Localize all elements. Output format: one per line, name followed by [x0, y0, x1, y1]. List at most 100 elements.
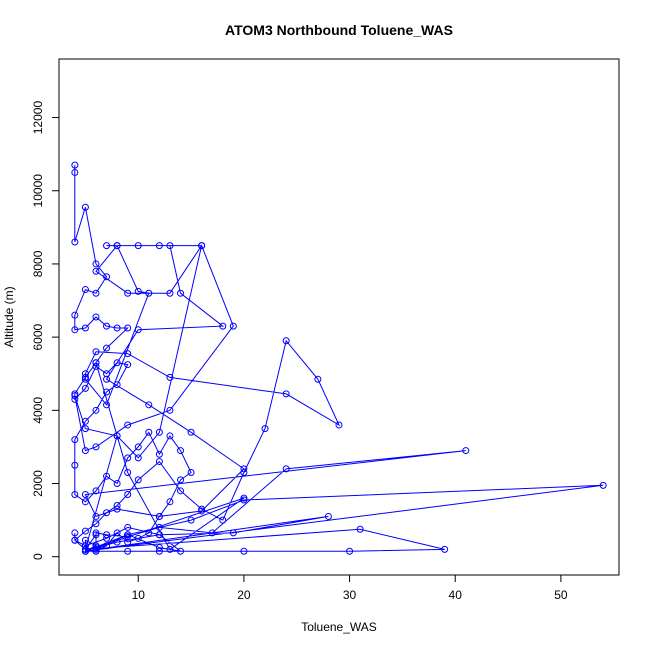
data-point	[92, 520, 100, 528]
data-point	[103, 401, 111, 409]
data-point	[92, 544, 100, 552]
data-point	[92, 359, 100, 367]
data-point	[177, 487, 185, 495]
data-point	[240, 469, 248, 477]
data-point	[166, 289, 174, 297]
data-point	[240, 496, 248, 504]
data-point	[113, 505, 121, 513]
data-point	[113, 324, 121, 332]
data-point	[240, 547, 248, 555]
data-point	[155, 523, 163, 531]
x-tick-label: 30	[343, 588, 357, 602]
data-point	[155, 242, 163, 250]
data-point	[81, 417, 89, 425]
data-point	[124, 523, 132, 531]
data-point	[155, 458, 163, 466]
data-point	[103, 531, 111, 539]
x-tick-label: 50	[554, 588, 568, 602]
data-point	[103, 542, 111, 550]
data-point	[177, 289, 185, 297]
data-point	[282, 465, 290, 473]
data-point	[124, 531, 132, 539]
data-point	[113, 538, 121, 546]
data-point	[124, 547, 132, 555]
data-point	[441, 545, 449, 553]
data-point	[92, 443, 100, 451]
data-point	[177, 447, 185, 455]
data-point	[282, 390, 290, 398]
data-point	[113, 242, 121, 250]
data-point	[177, 476, 185, 484]
data-point	[81, 373, 89, 381]
data-point	[124, 454, 132, 462]
data-point	[145, 401, 153, 409]
y-tick-label: 10000	[31, 174, 45, 208]
data-point	[155, 531, 163, 539]
data-point	[71, 168, 79, 176]
data-point	[155, 428, 163, 436]
data-point	[229, 529, 237, 537]
data-point	[134, 443, 142, 451]
data-point	[124, 421, 132, 429]
data-point	[145, 428, 153, 436]
data-point	[166, 498, 174, 506]
data-point	[166, 406, 174, 414]
data-point	[103, 370, 111, 378]
x-tick-label: 20	[237, 588, 251, 602]
data-point	[113, 529, 121, 537]
data-point	[81, 324, 89, 332]
data-point	[124, 324, 132, 332]
data-point	[81, 536, 89, 544]
x-tick-label: 10	[132, 588, 146, 602]
data-point	[92, 267, 100, 275]
data-point	[92, 531, 100, 539]
data-point	[71, 461, 79, 469]
data-point	[240, 465, 248, 473]
data-point	[198, 507, 206, 515]
data-point	[71, 395, 79, 403]
data-point	[81, 547, 89, 555]
data-point	[346, 547, 354, 555]
chart-title: ATOM3 Northbound Toluene_WAS	[225, 22, 453, 38]
data-point	[92, 542, 100, 550]
data-point	[92, 362, 100, 370]
data-point	[81, 542, 89, 550]
data-point	[261, 425, 269, 433]
data-point	[92, 545, 100, 553]
y-tick-label: 4000	[31, 397, 45, 424]
data-point	[124, 469, 132, 477]
data-point	[124, 490, 132, 498]
data-point	[124, 350, 132, 358]
data-point	[92, 529, 100, 537]
y-tick-label: 8000	[31, 250, 45, 277]
data-point	[81, 425, 89, 433]
y-tick-label: 2000	[31, 470, 45, 497]
data-point	[187, 516, 195, 524]
data-point	[103, 472, 111, 480]
data-point	[103, 322, 111, 330]
data-point	[81, 384, 89, 392]
data-point	[124, 533, 132, 541]
y-tick-label: 6000	[31, 323, 45, 350]
data-point	[324, 512, 332, 520]
data-point	[71, 311, 79, 319]
series-line	[74, 165, 604, 552]
data-point	[81, 545, 89, 553]
data-point	[187, 469, 195, 477]
data-point	[92, 260, 100, 268]
data-point	[124, 538, 132, 546]
data-point	[103, 534, 111, 542]
data-point	[71, 390, 79, 398]
data-point	[113, 359, 121, 367]
x-tick-label: 40	[449, 588, 463, 602]
data-point	[166, 432, 174, 440]
data-point	[145, 289, 153, 297]
data-point	[92, 289, 100, 297]
plot-frame	[58, 58, 620, 576]
data-point	[103, 509, 111, 517]
data-point	[155, 450, 163, 458]
data-point	[134, 534, 142, 542]
data-point	[81, 498, 89, 506]
data-point	[103, 273, 111, 281]
